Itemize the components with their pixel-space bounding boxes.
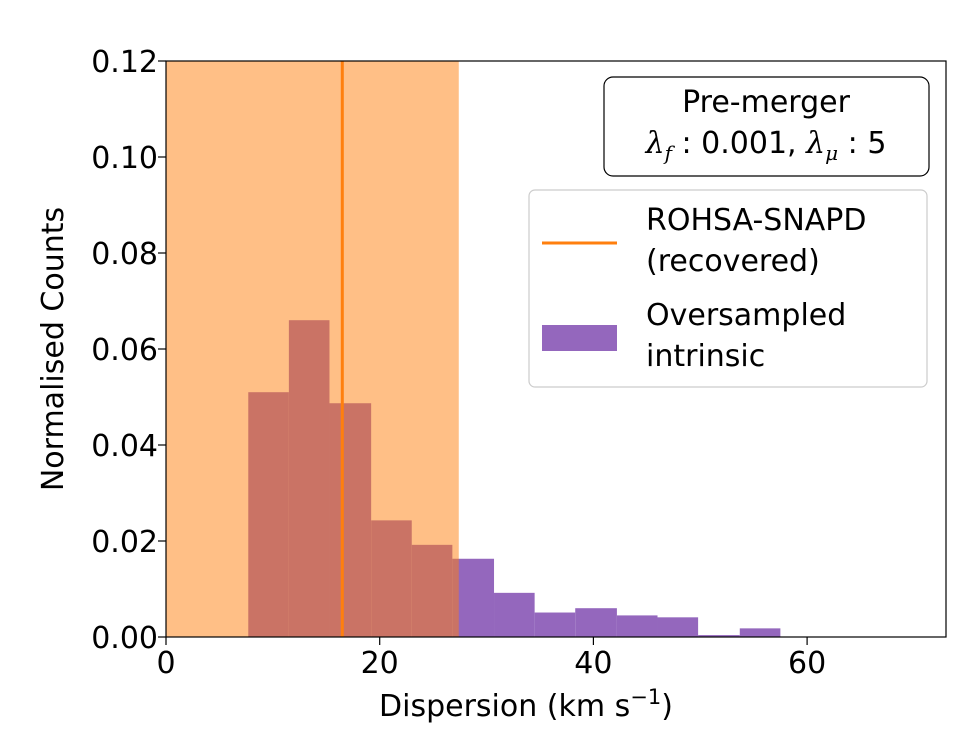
recovered-range-band (166, 61, 459, 637)
histogram-bar (534, 612, 576, 637)
x-tick-label: 40 (574, 646, 612, 681)
annotation-title: Pre-merger (682, 85, 851, 120)
x-tick-label: 0 (156, 646, 175, 681)
x-axis-ticks: 0 20 40 60 (156, 637, 826, 681)
x-tick-label: 20 (361, 646, 399, 681)
y-tick-label: 0.02 (91, 525, 158, 560)
legend-patch-swatch (542, 325, 617, 351)
annotation-frame (603, 76, 930, 177)
lambda-mu-value: : 5 (838, 126, 886, 161)
legend-label-rohsa-line2: (recovered) (646, 244, 820, 279)
legend-label-intrinsic-line2: intrinsic (646, 339, 765, 374)
x-axis-title: Dispersion (km s−1) (379, 685, 673, 724)
y-tick-label: 0.00 (91, 621, 158, 656)
histogram-bar (616, 615, 658, 637)
y-tick-label: 0.04 (91, 429, 158, 464)
x-tick-label: 60 (788, 646, 826, 681)
legend: ROHSA-SNAPD (recovered) Oversampled intr… (528, 189, 928, 388)
y-tick-label: 0.12 (91, 45, 158, 80)
y-tick-label: 0.10 (91, 141, 158, 176)
lambda-f-symbol: λ (645, 126, 665, 161)
histogram-bar (494, 592, 535, 637)
histogram-bar (575, 608, 617, 637)
x-axis-title-close: ) (661, 689, 673, 724)
y-tick-label: 0.06 (91, 333, 158, 368)
y-axis-ticks: 0.00 0.02 0.04 0.06 0.08 0.10 0.12 (91, 45, 166, 656)
histogram-bar (698, 635, 740, 637)
annotation-parameters: λf : 0.001, λμ : 5 (645, 126, 887, 165)
histogram-bar (452, 558, 495, 637)
y-tick-label: 0.08 (91, 237, 158, 272)
x-axis-title-superscript: −1 (630, 685, 661, 709)
legend-label-intrinsic-line1: Oversampled (646, 298, 846, 333)
legend-label-rohsa-line1: ROHSA-SNAPD (646, 203, 867, 238)
lambda-f-value: : 0.001, (672, 126, 806, 161)
shaded-band-layer (166, 61, 459, 637)
lambda-mu-subscript: μ (825, 141, 838, 165)
histogram-bar (657, 617, 699, 637)
x-axis-title-main: Dispersion (km s (379, 689, 630, 724)
annotation-box: Pre-merger λf : 0.001, λμ : 5 (603, 76, 930, 177)
histogram-bar (739, 628, 781, 637)
lambda-mu-symbol: λ (805, 126, 825, 161)
legend-frame (528, 189, 928, 388)
y-axis-title: Normalised Counts (36, 207, 71, 491)
